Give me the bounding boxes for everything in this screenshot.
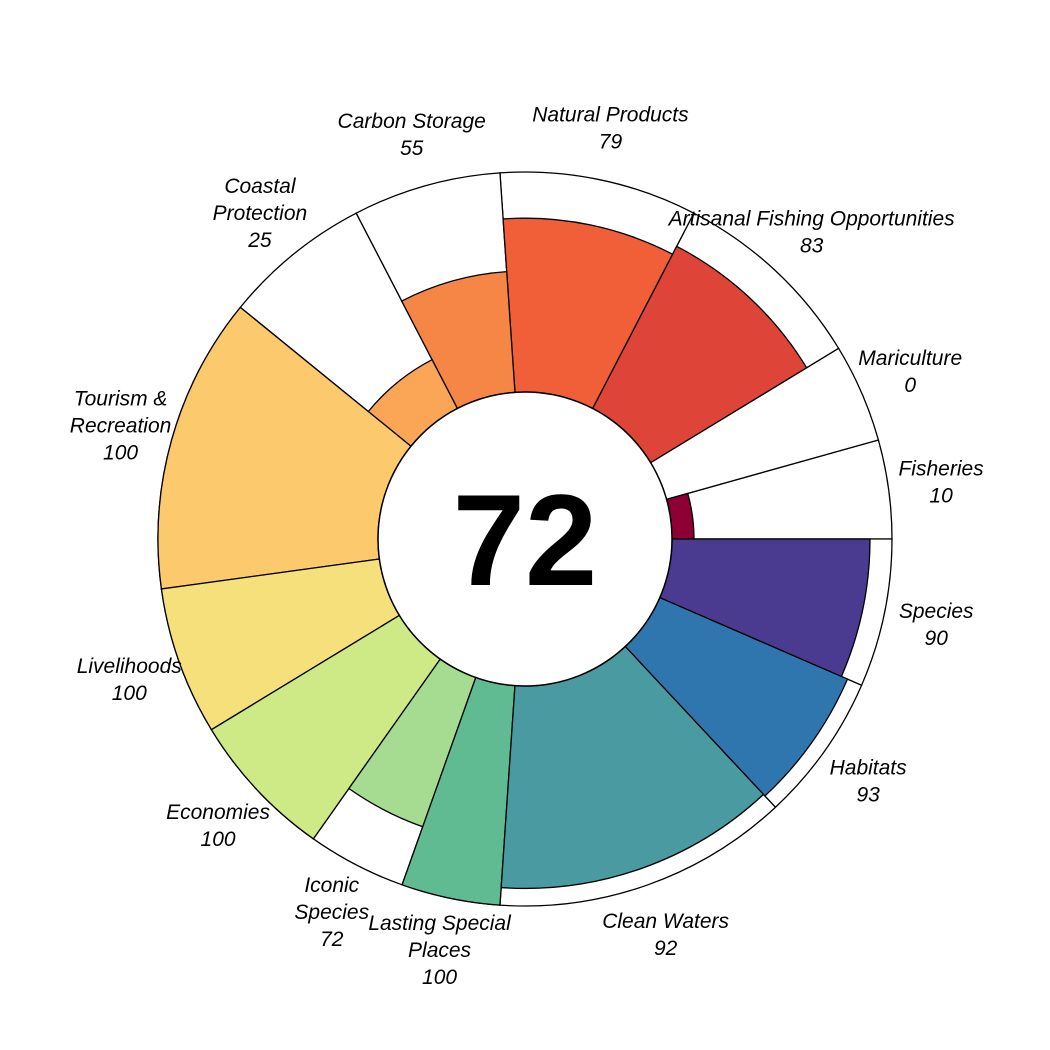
goal-name-natural-products: Natural Products bbox=[532, 103, 689, 126]
goal-name-coastal-protection: Protection bbox=[213, 202, 308, 225]
goal-name-artisanal-fishing-opportunities: Artisanal Fishing Opportunities bbox=[667, 208, 955, 231]
goal-name-carbon-storage: Carbon Storage bbox=[338, 110, 486, 133]
goal-label-species: Species 90 bbox=[899, 600, 974, 650]
goal-score-tourism-and-recreation: 100 bbox=[103, 442, 138, 465]
center-circle bbox=[377, 391, 673, 687]
goal-name-iconic-species: Species bbox=[294, 901, 369, 924]
goal-score-clean-waters: 92 bbox=[654, 937, 678, 960]
goal-name-tourism-and-recreation: Tourism & bbox=[74, 388, 168, 411]
goal-label-coastal-protection: Coastal Protection 25 bbox=[213, 175, 308, 252]
goal-label-mariculture: Mariculture 0 bbox=[858, 347, 962, 397]
goal-label-habitats: Habitats 93 bbox=[830, 757, 908, 807]
goal-name-lasting-special-places: Places bbox=[408, 939, 472, 962]
goal-score-artisanal-fishing-opportunities: 83 bbox=[800, 235, 824, 258]
goal-score-iconic-species: 72 bbox=[320, 928, 344, 951]
goal-name-species: Species bbox=[899, 600, 974, 623]
goal-name-iconic-species: Iconic bbox=[304, 874, 359, 897]
goal-label-iconic-species: Iconic Species 72 bbox=[294, 874, 369, 951]
goal-score-lasting-special-places: 100 bbox=[422, 966, 457, 989]
goal-label-economies: Economies 100 bbox=[166, 801, 270, 851]
goal-score-carbon-storage: 55 bbox=[400, 137, 424, 160]
goal-name-fisheries: Fisheries bbox=[898, 457, 984, 480]
goal-score-habitats: 93 bbox=[856, 784, 880, 807]
goal-name-mariculture: Mariculture bbox=[858, 347, 962, 370]
goal-score-fisheries: 10 bbox=[929, 484, 953, 507]
goal-score-economies: 100 bbox=[201, 828, 236, 851]
goal-name-tourism-and-recreation: Recreation bbox=[70, 415, 172, 438]
center-score: 72 bbox=[453, 467, 598, 613]
goal-score-mariculture: 0 bbox=[904, 374, 916, 397]
goal-name-clean-waters: Clean Waters bbox=[602, 910, 729, 933]
goal-score-species: 90 bbox=[925, 627, 949, 650]
goal-name-livelihoods: Livelihoods bbox=[77, 655, 183, 678]
goal-label-lasting-special-places: Lasting Special Places 100 bbox=[368, 912, 512, 989]
goal-label-tourism-and-recreation: Tourism & Recreation 100 bbox=[70, 388, 172, 465]
goal-score-natural-products: 79 bbox=[599, 130, 623, 153]
goal-label-fisheries: Fisheries 10 bbox=[898, 457, 984, 507]
goal-label-carbon-storage: Carbon Storage 55 bbox=[338, 110, 486, 160]
goal-score-coastal-protection: 25 bbox=[247, 229, 272, 252]
goal-label-artisanal-fishing-opportunities: Artisanal Fishing Opportunities 83 bbox=[667, 208, 955, 258]
goal-label-natural-products: Natural Products 79 bbox=[532, 103, 689, 153]
goal-name-coastal-protection: Coastal bbox=[224, 175, 297, 198]
goal-name-habitats: Habitats bbox=[830, 757, 908, 780]
goal-label-clean-waters: Clean Waters 92 bbox=[602, 910, 729, 960]
goal-score-livelihoods: 100 bbox=[112, 682, 147, 705]
goal-label-livelihoods: Livelihoods 100 bbox=[77, 655, 183, 705]
goal-name-lasting-special-places: Lasting Special bbox=[368, 912, 512, 935]
goal-name-economies: Economies bbox=[166, 801, 270, 824]
